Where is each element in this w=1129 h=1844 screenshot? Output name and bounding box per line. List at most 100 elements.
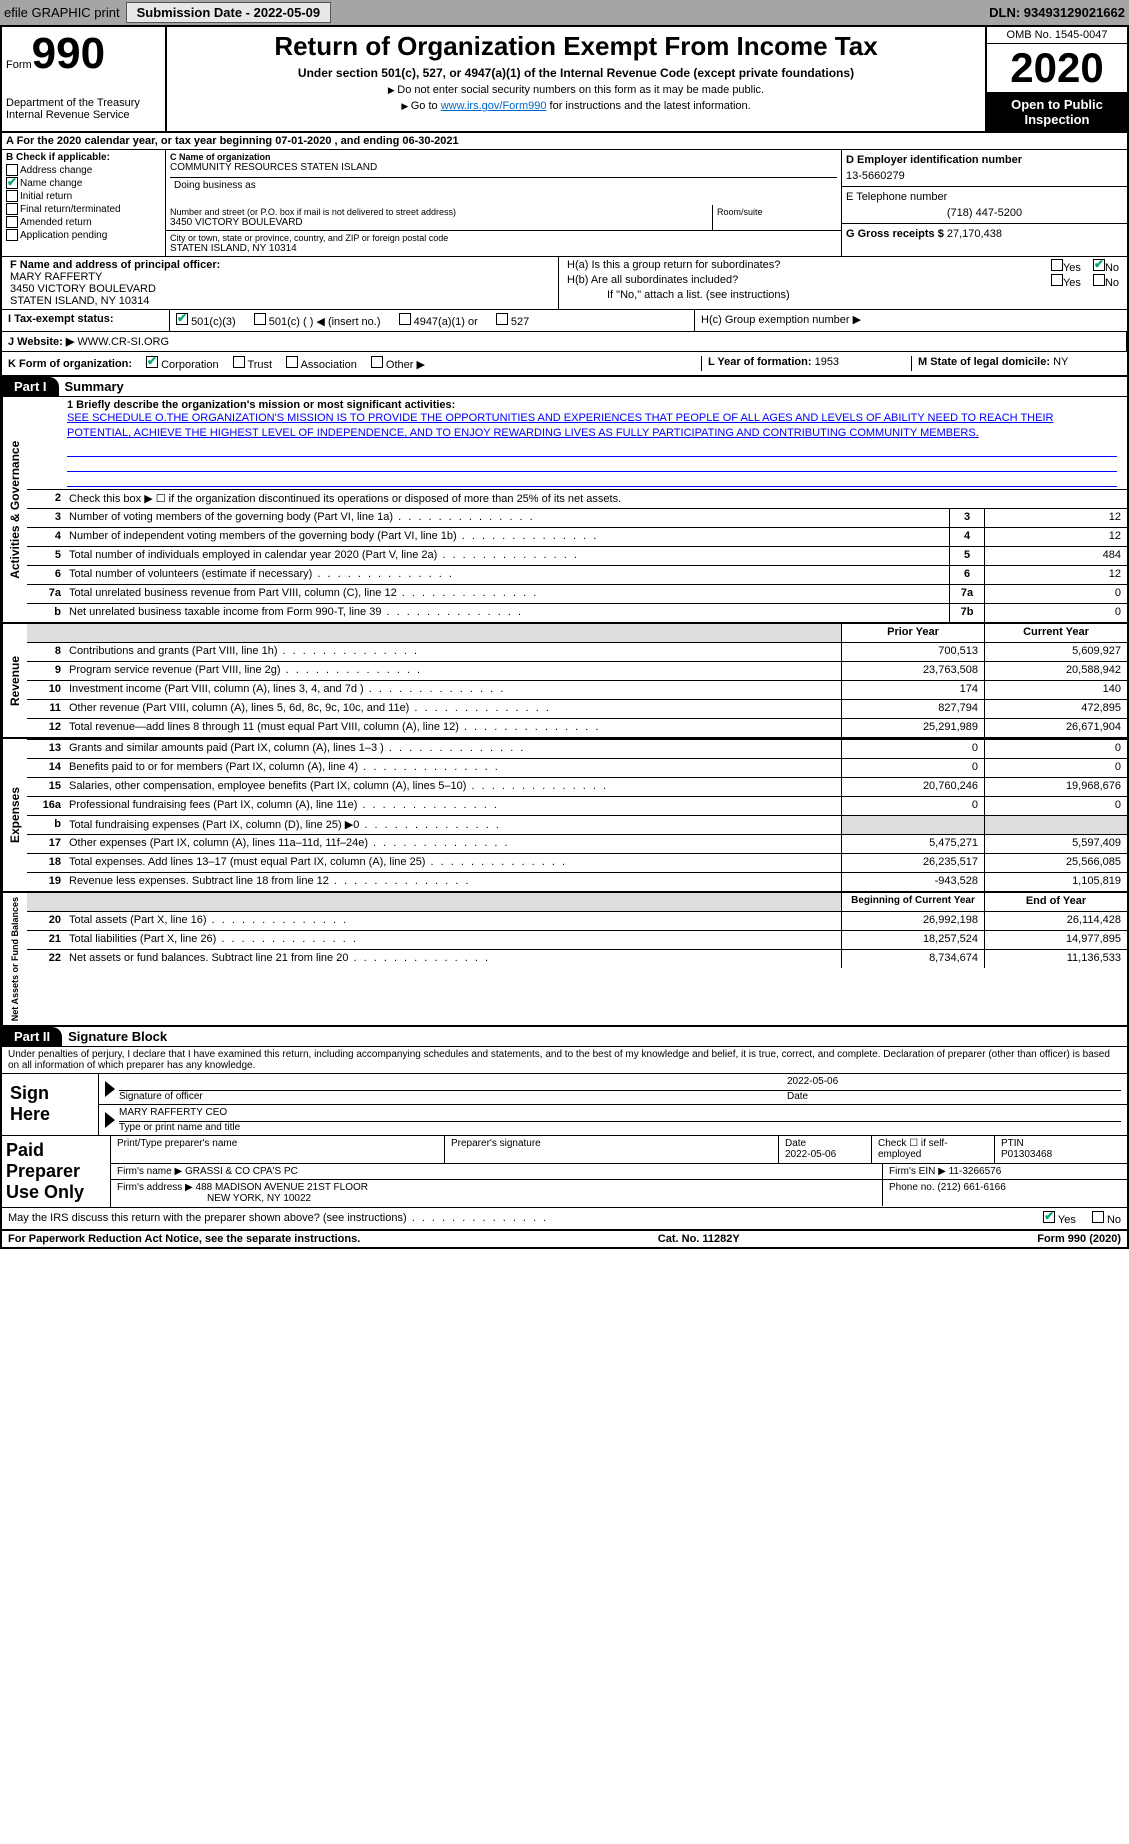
- d-ein-label: D Employer identification number: [846, 154, 1123, 166]
- irs-label: Internal Revenue Service: [6, 109, 161, 121]
- check-name-change[interactable]: [6, 177, 18, 189]
- line-number: 16a: [27, 797, 65, 815]
- line-description: Revenue less expenses. Subtract line 18 …: [65, 873, 841, 891]
- firm-addr-label: Firm's address ▶: [117, 1182, 193, 1193]
- summary-line: 20 Total assets (Part X, line 16) 26,992…: [27, 911, 1127, 930]
- hb-no[interactable]: [1093, 274, 1105, 286]
- summary-line: 16a Professional fundraising fees (Part …: [27, 796, 1127, 815]
- p-date-label: Date: [785, 1138, 865, 1149]
- summary-line: 13 Grants and similar amounts paid (Part…: [27, 739, 1127, 758]
- line-description: Professional fundraising fees (Part IX, …: [65, 797, 841, 815]
- line-number: 21: [27, 931, 65, 949]
- paid-preparer-block: Paid Preparer Use Only Print/Type prepar…: [2, 1136, 1127, 1208]
- line-number: 12: [27, 719, 65, 737]
- check-final-return[interactable]: [6, 203, 18, 215]
- prior-year-value: 0: [841, 797, 984, 815]
- prior-year-value: 20,760,246: [841, 778, 984, 796]
- line-description: Total expenses. Add lines 13–17 (must eq…: [65, 854, 841, 872]
- check-501c[interactable]: [254, 313, 266, 325]
- ha-yes[interactable]: [1051, 259, 1063, 271]
- discuss-yes[interactable]: [1043, 1211, 1055, 1223]
- discuss-row: May the IRS discuss this return with the…: [2, 1208, 1127, 1230]
- p-check-self: Check ☐ if self-employed: [878, 1138, 988, 1160]
- line-number: 7a: [27, 585, 65, 603]
- hb-yes[interactable]: [1051, 274, 1063, 286]
- p-date-value: 2022-05-06: [785, 1149, 865, 1160]
- expenses-block: Expenses 13 Grants and similar amounts p…: [2, 739, 1127, 893]
- line-description: Net unrelated business taxable income fr…: [65, 604, 949, 622]
- check-association[interactable]: [286, 356, 298, 368]
- line-description: Benefits paid to or for members (Part IX…: [65, 759, 841, 777]
- form-footer: Form 990 (2020): [1037, 1233, 1121, 1245]
- current-year-value: 1,105,819: [984, 873, 1127, 891]
- line-number: 13: [27, 740, 65, 758]
- summary-line: 11 Other revenue (Part VIII, column (A),…: [27, 699, 1127, 718]
- sig-officer-label: Signature of officer: [119, 1091, 787, 1102]
- prior-year-value: 8,734,674: [841, 950, 984, 968]
- line-description: Number of independent voting members of …: [65, 528, 949, 546]
- ptin-label: PTIN: [1001, 1138, 1121, 1149]
- year-formation: 1953: [815, 356, 839, 368]
- check-other[interactable]: [371, 356, 383, 368]
- city-state-zip: STATEN ISLAND, NY 10314: [170, 243, 837, 254]
- vlabel-revenue: Revenue: [2, 624, 27, 737]
- line-description: Other expenses (Part IX, column (A), lin…: [65, 835, 841, 853]
- officer-addr2: STATEN ISLAND, NY 10314: [10, 295, 550, 307]
- summary-line: 17 Other expenses (Part IX, column (A), …: [27, 834, 1127, 853]
- city-label: City or town, state or province, country…: [170, 233, 837, 243]
- check-application-pending[interactable]: [6, 229, 18, 241]
- hb-label: H(b) Are all subordinates included?: [567, 274, 738, 289]
- submission-date-button[interactable]: Submission Date - 2022-05-09: [126, 2, 332, 23]
- paid-preparer-label: Paid Preparer Use Only: [2, 1136, 111, 1207]
- line-description: Program service revenue (Part VIII, line…: [65, 662, 841, 680]
- section-b-c-d-e: B Check if applicable: Address change Na…: [2, 150, 1127, 257]
- return-subtitle: Under section 501(c), 527, or 4947(a)(1)…: [171, 66, 981, 80]
- footer-row: For Paperwork Reduction Act Notice, see …: [2, 1230, 1127, 1247]
- form-header: Form990 Department of the Treasury Inter…: [2, 27, 1127, 133]
- discuss-no[interactable]: [1092, 1211, 1104, 1223]
- summary-line: 6 Total number of volunteers (estimate i…: [27, 565, 1127, 584]
- vlabel-governance: Activities & Governance: [2, 397, 27, 622]
- hc-label: H(c) Group exemption number ▶: [694, 310, 1127, 331]
- summary-line: 15 Salaries, other compensation, employe…: [27, 777, 1127, 796]
- check-4947[interactable]: [399, 313, 411, 325]
- check-501c3[interactable]: [176, 313, 188, 325]
- e-phone-label: E Telephone number: [846, 191, 1123, 203]
- line-description: Number of voting members of the governin…: [65, 509, 949, 527]
- line-box-ref: 4: [949, 528, 984, 546]
- section-d-e-g: D Employer identification number 13-5660…: [841, 150, 1127, 256]
- prior-year-value: 174: [841, 681, 984, 699]
- check-amended-return[interactable]: [6, 216, 18, 228]
- summary-line: 22 Net assets or fund balances. Subtract…: [27, 949, 1127, 968]
- line-description: Total liabilities (Part X, line 26): [65, 931, 841, 949]
- opt-527: 527: [511, 316, 529, 328]
- form990-link[interactable]: www.irs.gov/Form990: [441, 100, 547, 112]
- summary-line: 5 Total number of individuals employed i…: [27, 546, 1127, 565]
- prior-year-value: 26,992,198: [841, 912, 984, 930]
- website-value: WWW.CR-SI.ORG: [77, 336, 169, 348]
- type-name-label: Type or print name and title: [119, 1122, 1121, 1133]
- open-to-public: Open to Public Inspection: [987, 93, 1127, 131]
- summary-line: b Total fundraising expenses (Part IX, c…: [27, 815, 1127, 834]
- sign-here-label: Sign Here: [2, 1074, 98, 1135]
- check-initial-return[interactable]: [6, 190, 18, 202]
- form-990-page: Form990 Department of the Treasury Inter…: [0, 25, 1129, 1249]
- prior-year-value: 23,763,508: [841, 662, 984, 680]
- part1-tag: Part I: [2, 377, 59, 396]
- check-trust[interactable]: [233, 356, 245, 368]
- check-527[interactable]: [496, 313, 508, 325]
- phone-value: (718) 447-5200: [846, 207, 1123, 219]
- prior-year-header: Prior Year: [841, 624, 984, 642]
- goto-line: Go to www.irs.gov/Form990 for instructio…: [171, 100, 981, 112]
- ha-no[interactable]: [1093, 259, 1105, 271]
- opt-501c: 501(c) ( ) ◀ (insert no.): [269, 316, 381, 328]
- summary-line: b Net unrelated business taxable income …: [27, 603, 1127, 622]
- check-corporation[interactable]: [146, 356, 158, 368]
- line-number: 9: [27, 662, 65, 680]
- current-year-value: 140: [984, 681, 1127, 699]
- current-year-value: 14,977,895: [984, 931, 1127, 949]
- ha-label: H(a) Is this a group return for subordin…: [567, 259, 780, 274]
- revenue-block: Revenue Prior Year Current Year 8 Contri…: [2, 624, 1127, 739]
- prior-year-value: 700,513: [841, 643, 984, 661]
- no-label-3: No: [1107, 1214, 1121, 1226]
